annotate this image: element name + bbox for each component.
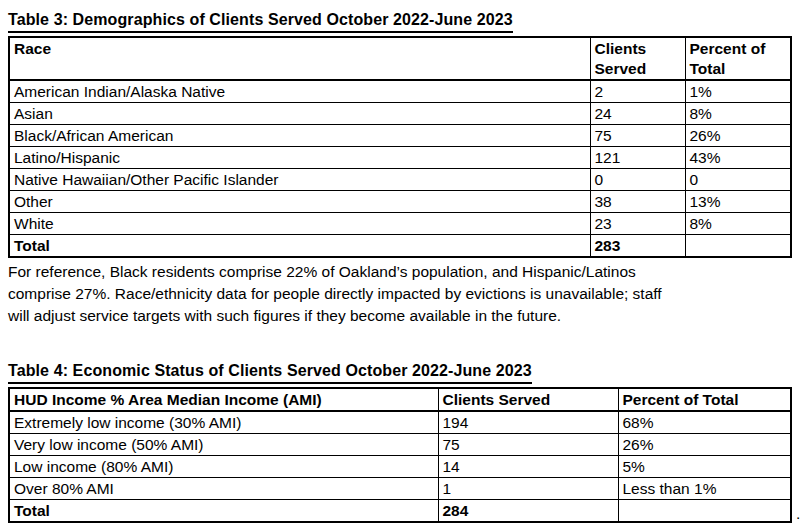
total-clients-cell: 284 bbox=[438, 500, 618, 523]
table-row: American Indian/Alaska Native 2 1% bbox=[9, 80, 791, 103]
clients-cell: 24 bbox=[590, 103, 685, 125]
total-label-cell: Total bbox=[9, 500, 438, 523]
table4-title: Table 4: Economic Status of Clients Serv… bbox=[8, 360, 532, 384]
race-cell: Native Hawaiian/Other Pacific Islander bbox=[9, 169, 590, 191]
note-line: will adjust service targets with such fi… bbox=[8, 305, 798, 327]
percent-cell: Less than 1% bbox=[618, 478, 791, 500]
total-percent-cell bbox=[618, 500, 791, 523]
percent-cell: 43% bbox=[685, 147, 791, 169]
table-row: Asian 24 8% bbox=[9, 103, 791, 125]
table-row: Other 38 13% bbox=[9, 191, 791, 213]
income-level-cell: Very low income (50% AMI) bbox=[9, 434, 438, 456]
reference-note: For reference, Black residents comprise … bbox=[8, 261, 798, 327]
percent-cell: 8% bbox=[685, 213, 791, 235]
column-header-hud-income: HUD Income % Area Median Income (AMI) bbox=[9, 388, 438, 411]
column-header-clients-served: Clients Served bbox=[590, 37, 685, 80]
total-clients-cell: 283 bbox=[590, 235, 685, 258]
percent-cell: 8% bbox=[685, 103, 791, 125]
clients-cell: 14 bbox=[438, 456, 618, 478]
percent-cell: 13% bbox=[685, 191, 791, 213]
clients-cell: 121 bbox=[590, 147, 685, 169]
clients-cell: 194 bbox=[438, 411, 618, 434]
column-header-clients-served: Clients Served bbox=[438, 388, 618, 411]
table3-title: Table 3: Demographics of Clients Served … bbox=[8, 9, 513, 33]
percent-cell: 26% bbox=[685, 125, 791, 147]
race-cell: White bbox=[9, 213, 590, 235]
clients-cell: 75 bbox=[590, 125, 685, 147]
clients-cell: 1 bbox=[438, 478, 618, 500]
table-row: Very low income (50% AMI) 75 26% bbox=[9, 434, 791, 456]
table-row: Low income (80% AMI) 14 5% bbox=[9, 456, 791, 478]
income-level-cell: Extremely low income (30% AMI) bbox=[9, 411, 438, 434]
table-row: White 23 8% bbox=[9, 213, 791, 235]
table-row: Latino/Hispanic 121 43% bbox=[9, 147, 791, 169]
note-line: comprise 27%. Race/ethnicity data for pe… bbox=[8, 283, 798, 305]
table-row: Native Hawaiian/Other Pacific Islander 0… bbox=[9, 169, 791, 191]
stray-period-text: . bbox=[796, 505, 800, 523]
percent-cell: 68% bbox=[618, 411, 791, 434]
table-row: Extremely low income (30% AMI) 194 68% bbox=[9, 411, 791, 434]
table-total-row: Total 284 bbox=[9, 500, 791, 523]
document-page: Table 3: Demographics of Clients Served … bbox=[0, 0, 809, 527]
percent-cell: 0 bbox=[685, 169, 791, 191]
table-total-row: Total 283 bbox=[9, 235, 791, 258]
table-row: Over 80% AMI 1 Less than 1% bbox=[9, 478, 791, 500]
total-percent-cell bbox=[685, 235, 791, 258]
race-cell: Asian bbox=[9, 103, 590, 125]
column-header-percent-of-total: Percent of Total bbox=[618, 388, 791, 411]
percent-cell: 5% bbox=[618, 456, 791, 478]
demographics-table: Race Clients Served Percent of Total Ame… bbox=[8, 36, 792, 258]
clients-cell: 75 bbox=[438, 434, 618, 456]
percent-cell: 26% bbox=[618, 434, 791, 456]
clients-cell: 38 bbox=[590, 191, 685, 213]
total-label-cell: Total bbox=[9, 235, 590, 258]
percent-cell: 1% bbox=[685, 80, 791, 103]
race-cell: American Indian/Alaska Native bbox=[9, 80, 590, 103]
clients-cell: 2 bbox=[590, 80, 685, 103]
column-header-race: Race bbox=[9, 37, 590, 80]
clients-cell: 0 bbox=[590, 169, 685, 191]
table-header-row: HUD Income % Area Median Income (AMI) Cl… bbox=[9, 388, 791, 411]
race-cell: Latino/Hispanic bbox=[9, 147, 590, 169]
column-header-percent-of-total: Percent of Total bbox=[685, 37, 791, 80]
income-level-cell: Low income (80% AMI) bbox=[9, 456, 438, 478]
income-level-cell: Over 80% AMI bbox=[9, 478, 438, 500]
table3-section: Table 3: Demographics of Clients Served … bbox=[8, 9, 790, 258]
note-line: For reference, Black residents comprise … bbox=[8, 261, 798, 283]
race-cell: Black/African American bbox=[9, 125, 590, 147]
table-header-row: Race Clients Served Percent of Total bbox=[9, 37, 791, 80]
race-cell: Other bbox=[9, 191, 590, 213]
economic-status-table: HUD Income % Area Median Income (AMI) Cl… bbox=[8, 387, 792, 523]
table4-section: Table 4: Economic Status of Clients Serv… bbox=[8, 360, 790, 523]
clients-cell: 23 bbox=[590, 213, 685, 235]
table-row: Black/African American 75 26% bbox=[9, 125, 791, 147]
